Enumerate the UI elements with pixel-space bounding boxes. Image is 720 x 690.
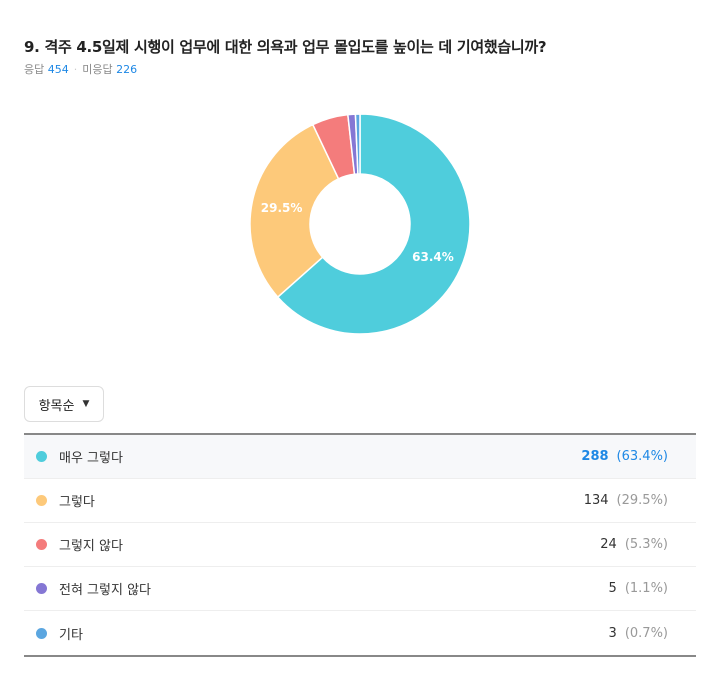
response-stats: 응답 454 · 미응답 226 xyxy=(24,61,137,77)
slice-label: 63.4% xyxy=(412,250,454,264)
donut-slice[interactable] xyxy=(276,113,471,335)
result-percent: (1.1%) xyxy=(624,581,668,596)
responded-label: 응답 xyxy=(24,63,45,76)
result-row[interactable]: 기타 3 (0.7%) xyxy=(24,611,696,655)
result-label: 그렇다 xyxy=(59,495,95,510)
sort-dropdown-label: 항목순 xyxy=(38,398,75,414)
responded-count: 454 xyxy=(47,63,69,76)
legend-dot xyxy=(36,583,47,594)
donut-slice[interactable] xyxy=(354,113,361,175)
result-count: 134 xyxy=(583,493,609,508)
result-count: 24 xyxy=(600,537,617,552)
results-table: 매우 그렇다 288 (63.4%) 그렇다 134 (29.5%) 그렇지 않다 24 (5.… xyxy=(24,433,696,657)
result-row[interactable]: 매우 그렇다 288 (63.4%) xyxy=(24,435,696,479)
result-count: 3 xyxy=(608,625,617,641)
result-label: 전혀 그렇지 않다 xyxy=(59,583,151,598)
result-percent: (63.4%) xyxy=(616,449,668,464)
result-count: 288 xyxy=(581,449,609,464)
unanswered-label: 미응답 xyxy=(82,63,113,76)
result-count: 5 xyxy=(608,581,617,596)
result-label: 매우 그렇다 xyxy=(59,451,123,466)
slice-label: 29.5% xyxy=(261,201,303,215)
sort-dropdown[interactable]: 항목순 ▼ xyxy=(24,386,104,422)
donut-slice[interactable] xyxy=(249,123,340,299)
result-row[interactable]: 그렇다 134 (29.5%) xyxy=(24,479,696,523)
legend-dot xyxy=(36,627,47,639)
stats-separator: · xyxy=(73,63,78,76)
question-title: 9. 격주 4.5일제 시행이 업무에 대한 의욕과 업무 몰입도를 높이는 데… xyxy=(24,38,547,56)
result-percent: (5.3%) xyxy=(624,537,668,552)
donut-chart: 63.4% 29.5% xyxy=(249,113,471,335)
legend-dot xyxy=(36,495,47,506)
result-row[interactable]: 그렇지 않다 24 (5.3%) xyxy=(24,523,696,567)
legend-dot xyxy=(36,539,47,550)
caret-down-icon: ▼ xyxy=(82,399,90,409)
result-row[interactable]: 전혀 그렇지 않다 5 (1.1%) xyxy=(24,567,696,611)
legend-dot xyxy=(36,451,47,462)
result-label: 그렇지 않다 xyxy=(59,539,123,554)
result-percent: (29.5%) xyxy=(616,493,668,508)
result-label: 기타 xyxy=(59,627,83,643)
unanswered-count: 226 xyxy=(116,63,138,76)
donut-chart-svg: 63.4% 29.5% xyxy=(249,113,471,335)
result-percent: (0.7%) xyxy=(624,625,668,641)
